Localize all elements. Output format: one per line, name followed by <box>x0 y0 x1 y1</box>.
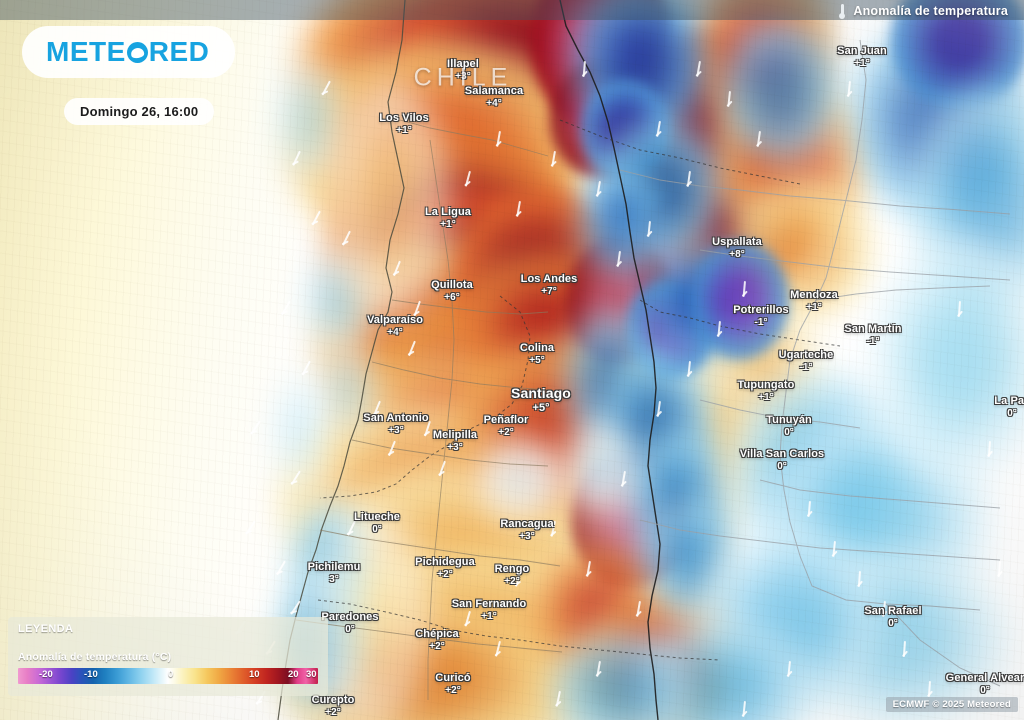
legend-colorbar[interactable]: -20 -10 0 10 20 30 <box>18 668 318 684</box>
anomaly-blob <box>310 510 430 720</box>
legend-tick-5: 30 <box>306 669 317 680</box>
meteored-logo[interactable]: METE RED <box>22 26 236 78</box>
anomaly-blob <box>270 370 330 490</box>
legend-title: LEYENDA <box>18 623 74 635</box>
map-attribution: ECMWF © 2025 Meteored <box>885 697 1018 712</box>
legend-tick-4: 20 <box>288 669 299 680</box>
legend-tick-2: 0 <box>168 669 174 680</box>
logo-text-part-2: RED <box>148 36 210 67</box>
anomaly-blob <box>870 240 1024 480</box>
logo-text: METE RED <box>46 36 209 68</box>
anomaly-blob <box>720 20 840 160</box>
legend-tick-0: -20 <box>39 669 53 680</box>
layer-title-label: Anomalía de temperatura <box>853 4 1008 18</box>
legend-gradient <box>18 668 318 684</box>
thermometer-icon <box>838 3 846 19</box>
water-drop-icon <box>126 41 148 63</box>
top-overlay-strip <box>0 0 1024 20</box>
anomaly-blob <box>550 630 690 720</box>
legend-subtitle: Anomalía de temperatura (°C) <box>18 651 172 663</box>
legend-tick-3: 10 <box>249 669 260 680</box>
legend-panel[interactable]: LEYENDA Anomalía de temperatura (°C) -20… <box>8 617 328 696</box>
legend-tick-1: -10 <box>84 669 98 680</box>
timestamp-badge[interactable]: Domingo 26, 16:00 <box>64 98 215 125</box>
anomaly-blob <box>475 440 565 520</box>
layer-title-bar[interactable]: Anomalía de temperatura <box>838 2 1008 20</box>
logo-text-part-1: METE <box>46 36 126 67</box>
